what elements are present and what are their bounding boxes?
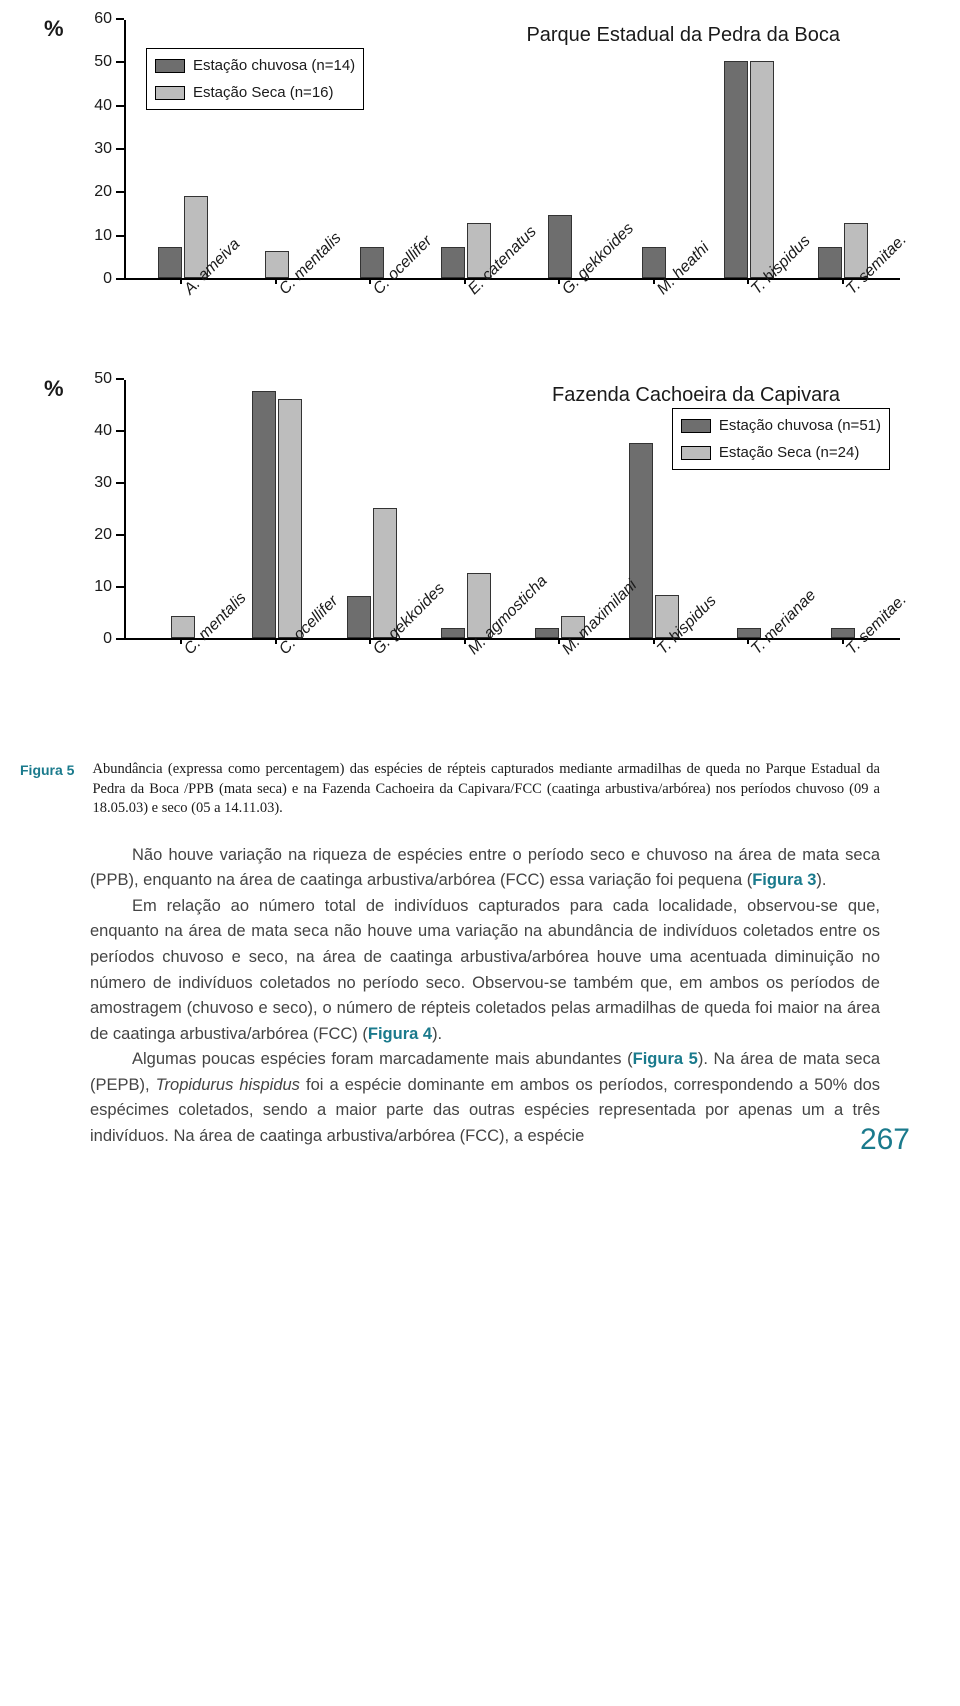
y-tick: 20 <box>82 183 124 201</box>
x-label: C. mentalis <box>229 280 324 370</box>
x-label: T. hispidus <box>701 280 796 370</box>
x-label: A. ameiva <box>134 280 229 370</box>
page-number: 267 <box>860 1123 910 1157</box>
bar-series-1 <box>360 247 384 278</box>
bar-series-2 <box>373 508 397 638</box>
bar-group <box>702 61 796 278</box>
y-tick: 50 <box>82 53 124 71</box>
y-tick: 50 <box>82 370 124 388</box>
y-tick: 40 <box>82 97 124 115</box>
bar-series-1 <box>441 628 465 638</box>
chart-1-xlabels: A. ameivaC. mentalisC. ocelliferE. caten… <box>124 280 900 370</box>
bar-series-1 <box>158 247 182 278</box>
chart-2: % Fazenda Cachoeira da Capivara 01020304… <box>80 380 900 730</box>
figure-label: Figura 5 <box>20 760 74 819</box>
bar-series-1 <box>724 61 748 278</box>
bar-series-1 <box>642 247 666 278</box>
bar-series-1 <box>347 596 371 638</box>
x-label: T. semitae. <box>796 640 891 730</box>
fig-ref-4: Figura 4 <box>368 1025 432 1043</box>
y-tick: 10 <box>82 578 124 596</box>
bar-series-1 <box>252 391 276 638</box>
figure-caption: Abundância (expressa como percentagem) d… <box>92 760 880 819</box>
chart-1: % Parque Estadual da Pedra da Boca 01020… <box>80 20 900 370</box>
bar-series-1 <box>818 247 842 278</box>
x-label: T. semitae. <box>796 280 891 370</box>
species-name: Tropidurus hispidus <box>156 1076 300 1094</box>
bar-series-1 <box>629 443 653 638</box>
y-tick: 0 <box>82 270 124 288</box>
y-tick: 30 <box>82 474 124 492</box>
bar-series-2 <box>278 399 302 638</box>
x-label: C. ocellifer <box>323 280 418 370</box>
x-label: T. hispidus <box>607 640 702 730</box>
paragraph-2: Em relação ao número total de indivíduos… <box>90 894 880 1047</box>
bar-series-2 <box>750 61 774 278</box>
y-axis-unit-1: % <box>44 16 64 42</box>
chart-2-xlabels: C. mentalisC. ocelliferG. gekkoidesM. ag… <box>124 640 900 730</box>
x-label: E. catenatus <box>418 280 513 370</box>
x-label: M. maximilani <box>512 640 607 730</box>
fig-ref-5: Figura 5 <box>633 1050 698 1068</box>
figure-caption-row: Figura 5 Abundância (expressa como perce… <box>20 760 880 819</box>
bar-series-1 <box>548 215 572 278</box>
paragraph-3: Algumas poucas espécies foram marcadamen… <box>90 1047 880 1149</box>
y-tick: 0 <box>82 630 124 648</box>
y-tick: 30 <box>82 140 124 158</box>
bar-series-1 <box>535 628 559 638</box>
x-label: C. mentalis <box>134 640 229 730</box>
y-axis-unit-2: % <box>44 376 64 402</box>
x-label: C. ocellifer <box>229 640 324 730</box>
x-label: M. agmosticha <box>418 640 513 730</box>
x-label: G. gekkoides <box>323 640 418 730</box>
paragraph-1: Não houve variação na riqueza de espécie… <box>90 843 880 894</box>
y-tick: 40 <box>82 422 124 440</box>
bar-series-2 <box>265 251 289 278</box>
fig-ref-3: Figura 3 <box>752 871 816 889</box>
y-tick: 10 <box>82 227 124 245</box>
body-text: Não houve variação na riqueza de espécie… <box>90 843 880 1150</box>
x-label: G. gekkoides <box>512 280 607 370</box>
y-tick: 20 <box>82 526 124 544</box>
bar-series-1 <box>441 247 465 278</box>
x-label: M. heathi <box>607 280 702 370</box>
y-tick: 60 <box>82 10 124 28</box>
x-label: T. merianae <box>701 640 796 730</box>
